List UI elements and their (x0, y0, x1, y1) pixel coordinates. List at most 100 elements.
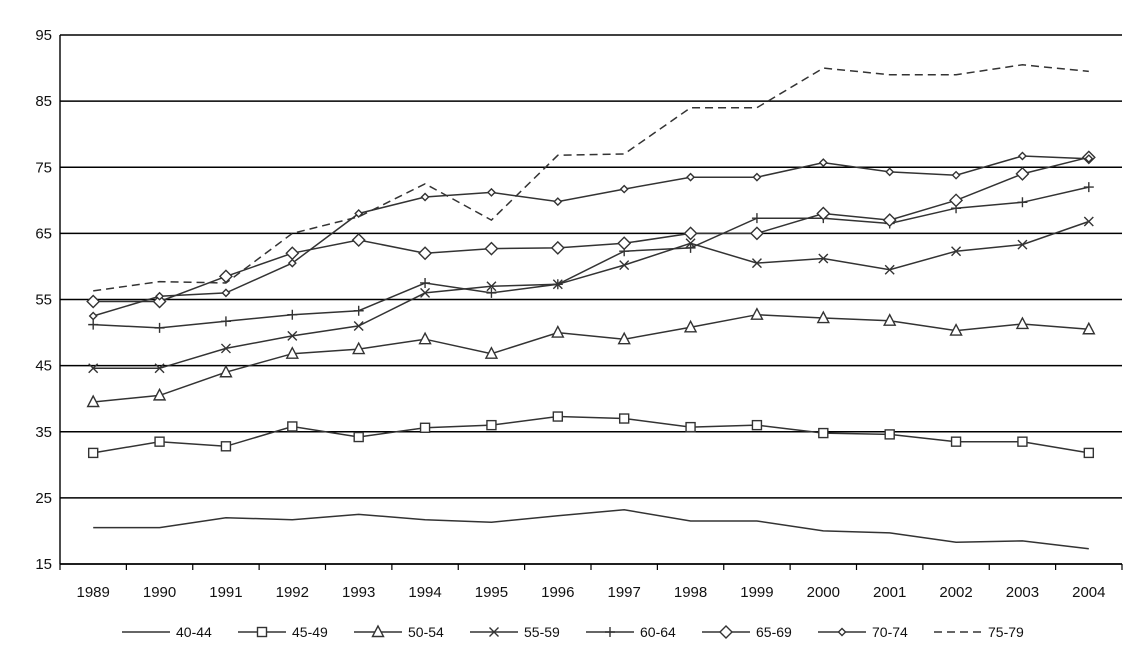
legend-label: 40-44 (176, 624, 212, 640)
data-point (420, 277, 431, 288)
data-point (86, 294, 101, 309)
data-point (884, 264, 895, 275)
data-point (552, 411, 564, 422)
data-point (619, 184, 629, 194)
data-point (351, 232, 366, 247)
legend-label: 65-69 (756, 624, 792, 640)
legend: 40-44 45-49 50-54 55-59 60-64 65-69 70-74 75-79 (122, 624, 1024, 640)
data-point (683, 319, 698, 333)
series-75-79 (93, 64, 1089, 292)
data-point (617, 331, 631, 345)
legend-marker (837, 627, 847, 637)
series-65-69 (86, 150, 1096, 309)
series-line (93, 64, 1089, 292)
data-point (550, 240, 565, 255)
data-point (88, 319, 99, 330)
legend-item: 75-79 (934, 624, 1024, 640)
legend-item: 45-49 (238, 624, 328, 640)
data-point (287, 421, 298, 432)
x-tick-label: 1999 (740, 584, 773, 601)
legend-marker (719, 625, 733, 639)
series-40-44 (93, 509, 1089, 550)
data-point (353, 305, 364, 316)
data-point (285, 346, 299, 359)
legend-marker (256, 626, 268, 638)
gridlines (60, 34, 1122, 565)
x-tick-label: 1990 (143, 584, 176, 601)
data-point (486, 419, 497, 431)
data-point (287, 258, 297, 268)
legend-marker (489, 627, 499, 637)
data-point (287, 309, 298, 320)
legend-item: 50-54 (354, 624, 444, 640)
legend-label: 70-74 (872, 624, 908, 640)
data-point (152, 294, 167, 309)
data-point (220, 316, 231, 327)
legend-marker (605, 627, 615, 637)
data-point (751, 419, 763, 431)
data-point (884, 429, 895, 440)
data-point (154, 322, 165, 333)
legend-marker (371, 624, 385, 638)
x-tick-label: 1992 (276, 584, 309, 601)
data-point (618, 413, 630, 424)
x-tick-label: 1996 (541, 584, 574, 601)
series-70-74 (88, 151, 1094, 321)
data-point (816, 206, 831, 221)
series-line (93, 509, 1089, 550)
data-point (88, 363, 99, 374)
series-line (93, 415, 1089, 454)
data-point (154, 363, 165, 374)
data-point (818, 253, 829, 264)
y-tick-label: 65 (35, 225, 52, 242)
data-point (686, 172, 696, 182)
data-point (218, 269, 233, 284)
legend-label: 55-59 (524, 624, 560, 640)
legend-item: 70-74 (818, 624, 908, 640)
x-tick-label: 1995 (475, 584, 508, 601)
series-line (93, 186, 1089, 329)
data-point (220, 441, 232, 452)
x-tick-label: 1994 (408, 584, 441, 601)
y-tick-label: 25 (35, 490, 52, 507)
data-point (950, 436, 962, 447)
series-45-49 (87, 411, 1095, 459)
data-point (551, 325, 565, 338)
legend-item: 60-64 (586, 624, 676, 640)
x-tick-label: 2000 (807, 584, 840, 601)
x-tick-label: 1993 (342, 584, 375, 601)
data-point (1017, 436, 1028, 447)
y-tick-label: 35 (35, 424, 52, 441)
legend-item: 65-69 (702, 624, 792, 640)
data-point (951, 170, 961, 180)
data-point (1083, 216, 1094, 227)
y-tick-label: 75 (35, 159, 52, 176)
data-point (816, 310, 830, 324)
data-point (484, 241, 499, 256)
data-point (951, 246, 962, 257)
data-point (152, 387, 167, 401)
data-point (749, 226, 764, 241)
data-point (552, 279, 563, 290)
x-tick-label: 1991 (209, 584, 242, 601)
data-point (88, 311, 98, 321)
data-point (818, 427, 829, 439)
data-point (352, 341, 366, 355)
plot-series (86, 64, 1096, 550)
data-point (1015, 166, 1030, 181)
legend-label: 45-49 (292, 624, 328, 640)
data-point (1083, 182, 1094, 193)
legend-label: 60-64 (640, 624, 676, 640)
data-point (86, 394, 100, 408)
series-line (93, 220, 1090, 370)
data-point (1082, 321, 1096, 335)
data-point (883, 313, 897, 326)
legend-label: 50-54 (408, 624, 444, 640)
legend-label: 75-79 (988, 624, 1024, 640)
series-line (93, 156, 1089, 303)
series-50-54 (86, 307, 1096, 408)
axes: 15 25 35 45 55 65 75 85 95 1989 1990 1991 1992 1993 19… (35, 27, 1123, 601)
data-point (418, 331, 432, 345)
data-point (1084, 154, 1094, 164)
data-point (353, 320, 364, 331)
